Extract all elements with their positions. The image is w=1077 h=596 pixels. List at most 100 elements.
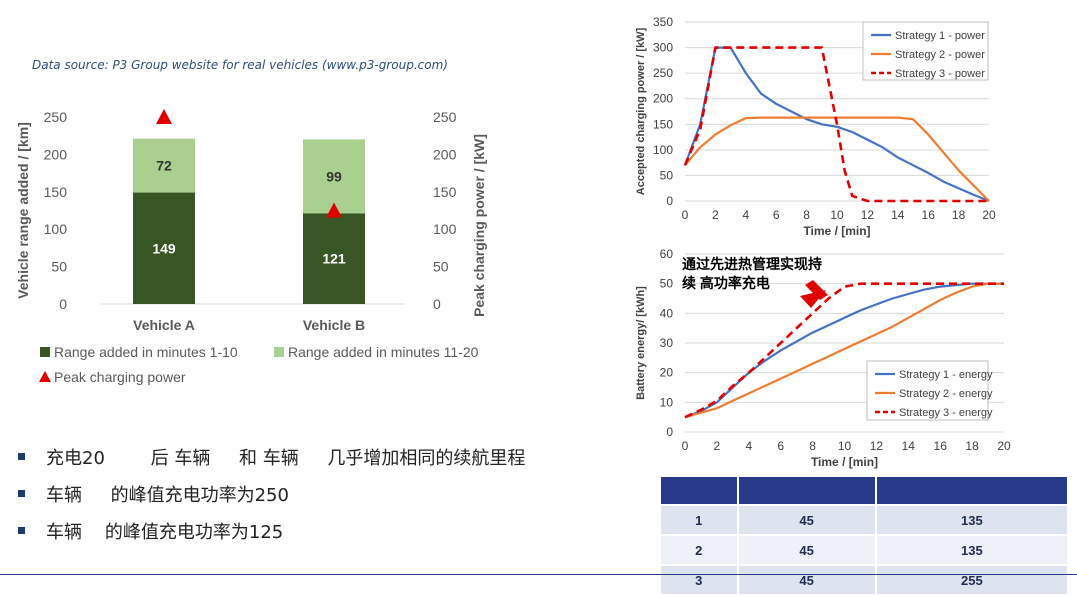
bullet-text: 车辆 的峰值充电功率为125 [46,522,284,543]
y-tick-label: 100 [653,143,673,157]
table-row: 2 45 135 [661,535,1070,566]
y-tick-label: 300 [653,41,673,55]
y-tick-label: 200 [44,146,68,162]
bar-range-1-10 [133,192,195,304]
x-tick-label: 8 [803,208,810,222]
legend-box [866,360,989,421]
annotation-text: 续 高功率充电 [682,275,770,291]
table-cell: 2 [661,535,739,566]
x-tick-label: 18 [965,439,979,453]
x-tick-label: 6 [777,439,784,453]
y-tick-label: 60 [660,248,674,261]
footer-divider [0,574,1077,575]
table-cell: 135 [875,535,1070,566]
y-tick-label: 50 [660,277,674,291]
bar-range-11-20 [303,139,365,214]
y-tick-label: 350 [653,15,673,29]
battery-energy-line-chart: 0 10 20 30 40 50 60 0 2 4 6 8 10 12 14 16 18 20 Time / [mi… [635,248,1011,469]
x-tick-label: 18 [952,208,966,222]
x-tick-label: 4 [745,439,752,453]
peak-power-marker [156,109,172,124]
y-tick-label: 100 [44,221,68,237]
bullet-marker-icon [18,453,25,460]
annotation-arrow-icon [800,280,828,308]
table-header-cell [661,477,739,506]
table-cell: 45 [737,565,877,596]
legend-label: Strategy 3 - energy [899,407,993,419]
y-axis-title: Battery energy/ [kWh] [635,286,647,400]
x-axis-title: Time / [min] [811,455,878,469]
y2-tick-label: 100 [433,221,457,237]
series-line [684,282,1004,419]
x-axis-title: Time / [min] [803,224,870,238]
y-tick-label: 50 [660,168,674,182]
series-line [684,282,1004,419]
x-tick-label: Vehicle A [133,317,195,333]
strategy-table: 1 45 135 2 45 135 3 45 255 [661,477,1070,596]
x-tick-label: 14 [902,439,916,453]
bullet-item: 车辆 的峰值充电功率为125 [18,518,638,555]
table-cell: 45 [737,535,877,566]
legend-label: Strategy 1 - energy [899,369,993,381]
legend-box [862,21,989,81]
legend-label: Strategy 2 - power [895,49,985,61]
y-tick-label: 200 [653,92,673,106]
legend-swatch [40,347,50,357]
legend-swatch [274,347,284,357]
table-row: 1 45 135 [661,505,1070,536]
charging-power-line-chart: 0 50 100 150 200 250 300 350 0 2 4 6 8 10 12 14 16 18 20 Ti… [635,15,996,238]
y2-tick-label: 200 [433,146,457,162]
table-row: 3 45 255 [661,565,1070,596]
legend-label: Range added in minutes 11-20 [288,344,479,360]
x-tick-label: Vehicle B [303,317,365,333]
data-label: 121 [322,251,346,267]
annotation-text: 通过先进热管理实现持 [682,256,822,272]
x-tick-label: 8 [809,439,816,453]
y-tick-label: 0 [59,296,67,312]
y-tick-label: 150 [44,184,68,200]
y2-tick-label: 150 [433,184,457,200]
series-line [683,46,990,203]
bullet-list: 充电20 后 车辆 和 车辆 几乎增加相同的续航里程 车辆 的峰值充电功率为25… [18,444,638,555]
y2-tick-label: 50 [433,259,449,275]
bullet-text: 充电20 后 车辆 和 车辆 几乎增加相同的续航里程 [46,448,526,469]
bar-range-11-20 [133,138,195,193]
table-header-row [661,477,1070,506]
x-tick-label: 12 [870,439,884,453]
data-label: 149 [152,240,176,256]
table-cell: 1 [661,505,739,536]
legend-label: Peak charging power [54,369,186,385]
series-line [683,46,989,203]
x-tick-label: 16 [922,208,936,222]
x-tick-label: 20 [997,439,1011,453]
series-line [684,282,1004,419]
table-cell: 3 [661,565,739,596]
x-tick-label: 0 [682,439,689,453]
bullet-marker-icon [18,490,25,497]
y-tick-label: 50 [51,259,67,275]
data-label: 99 [326,168,342,184]
vehicle-range-bar-chart: 0 50 100 150 200 250 0 50 100 150 200 250 Vehicle ra… [15,109,487,385]
y-tick-label: 250 [44,109,68,125]
x-tick-label: 6 [773,208,780,222]
data-label: 72 [156,158,172,174]
x-tick-label: 2 [712,208,719,222]
bullet-item: 充电20 后 车辆 和 车辆 几乎增加相同的续航里程 [18,444,638,481]
x-tick-label: 4 [742,208,749,222]
table-cell: 255 [875,565,1070,596]
y-tick-label: 0 [666,194,673,208]
x-tick-label: 20 [982,208,996,222]
x-tick-label: 10 [830,208,844,222]
peak-power-marker [326,202,342,218]
y-tick-label: 0 [666,425,673,439]
data-source-note: Data source: P3 Group website for real v… [32,58,448,72]
x-tick-label: 14 [891,208,905,222]
x-tick-label: 12 [861,208,875,222]
y-tick-label: 20 [660,366,674,380]
bar-range-1-10 [303,213,365,304]
bullet-marker-icon [18,527,25,534]
y-tick-label: 150 [653,117,673,131]
x-tick-label: 0 [682,208,689,222]
table-cell: 45 [737,505,877,536]
x-tick-label: 2 [714,439,721,453]
